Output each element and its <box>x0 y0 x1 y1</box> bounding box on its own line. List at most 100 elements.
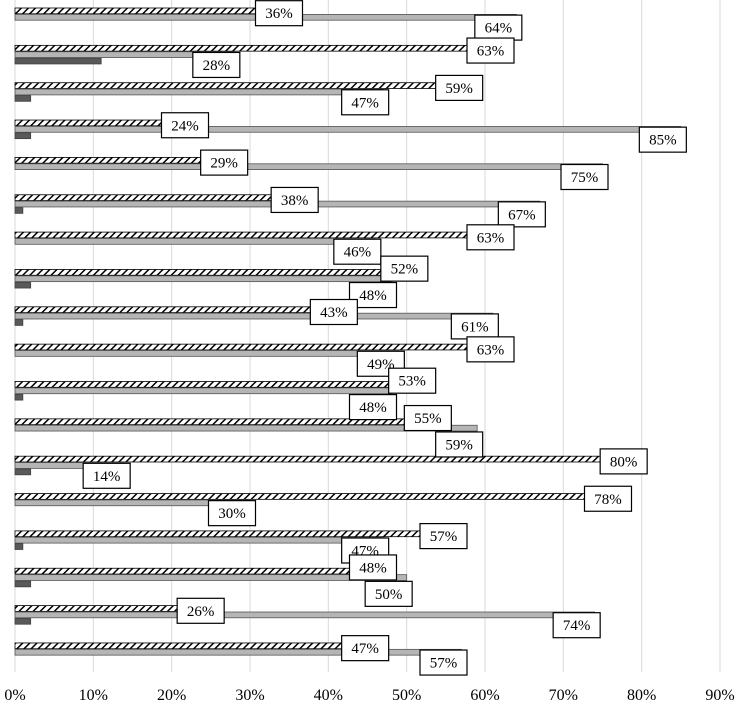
data-label-box <box>466 336 515 363</box>
data-label-text: 61% <box>461 319 489 335</box>
data-label-box <box>388 367 437 394</box>
data-label-text: 38% <box>281 193 309 209</box>
data-label-box <box>254 0 304 27</box>
bar-b <box>14 126 682 133</box>
data-label-text: 85% <box>649 133 677 149</box>
bar-c <box>14 580 32 588</box>
bar-a <box>14 306 353 313</box>
data-label: 28% <box>192 51 241 79</box>
bar-b <box>14 238 376 245</box>
x-tick-label: 0% <box>4 687 25 704</box>
bar-c <box>14 319 24 326</box>
data-label-text: 29% <box>210 156 238 172</box>
bar-b <box>14 163 603 171</box>
x-tick-label: 50% <box>392 687 421 704</box>
data-label: 43% <box>309 298 358 326</box>
data-label-text: 67% <box>508 207 536 223</box>
data-label: 24% <box>160 112 210 139</box>
data-label: 63% <box>466 336 515 363</box>
bar-c <box>14 393 24 401</box>
data-label-text: 75% <box>571 170 599 186</box>
data-label: 55% <box>403 404 452 432</box>
data-label-box <box>466 224 515 251</box>
data-label: 85% <box>638 126 687 153</box>
bar-b <box>14 88 384 96</box>
x-tick-label: 30% <box>235 687 264 704</box>
bar-a <box>14 231 509 239</box>
x-tick-label: 10% <box>79 687 108 704</box>
data-label: 63% <box>466 37 515 64</box>
data-label-text: 50% <box>375 587 403 603</box>
bar-c <box>14 543 24 550</box>
data-label-text: 74% <box>563 618 591 634</box>
bar-b <box>14 387 392 395</box>
data-label: 30% <box>207 500 257 527</box>
data-label-text: 57% <box>430 656 458 672</box>
data-label: 74% <box>552 612 601 639</box>
data-label: 36% <box>254 0 304 27</box>
data-label-text: 26% <box>187 604 215 620</box>
data-label-text: 64% <box>485 21 513 37</box>
data-label-text: 53% <box>398 374 426 390</box>
data-label-text: 49% <box>367 357 395 373</box>
x-tick-label: 20% <box>157 687 186 704</box>
data-label-box <box>341 635 390 662</box>
data-label: 64% <box>474 14 523 41</box>
data-label-text: 24% <box>171 118 199 134</box>
bar-a <box>14 343 509 351</box>
data-label: 38% <box>270 186 319 214</box>
bar-a <box>14 44 509 52</box>
bar-b <box>14 536 384 544</box>
x-tick-label: 80% <box>627 687 656 704</box>
data-label: 47% <box>341 635 390 662</box>
data-label: 59% <box>435 74 484 102</box>
bar-a <box>14 82 478 89</box>
data-label-box <box>309 298 358 326</box>
data-label-box <box>270 186 319 214</box>
data-label-box <box>466 37 515 64</box>
bar-a <box>14 381 431 388</box>
data-label: 57% <box>419 522 468 550</box>
bar-c <box>14 281 32 289</box>
data-label-text: 47% <box>351 641 379 657</box>
data-labels: 36%64%63%28%59%47%24%85%29%75%38%67%63%4… <box>82 0 687 676</box>
data-label-box <box>403 404 452 432</box>
bar-a <box>14 7 298 15</box>
bar-c <box>14 468 32 476</box>
data-label-box <box>348 394 398 421</box>
data-label-box <box>599 448 648 475</box>
bar-a <box>14 530 462 538</box>
data-label-box <box>192 51 241 79</box>
gridlines <box>14 0 721 672</box>
data-label-text: 43% <box>320 305 348 321</box>
data-label-text: 30% <box>218 506 246 522</box>
data-label: 80% <box>599 448 648 475</box>
data-label-text: 55% <box>414 411 442 427</box>
bar-c <box>14 132 32 140</box>
data-label-text: 59% <box>445 81 473 97</box>
x-tick-label: 40% <box>314 687 343 704</box>
data-label: 78% <box>583 485 633 512</box>
data-label-box <box>82 462 131 489</box>
data-label-text: 63% <box>477 342 505 358</box>
data-label-text: 52% <box>391 262 419 278</box>
bar-a <box>14 269 423 276</box>
data-label-box <box>380 255 429 282</box>
data-label-box <box>450 313 499 340</box>
data-label: 50% <box>364 580 413 607</box>
data-label-box <box>497 201 546 228</box>
data-label: 53% <box>388 367 437 394</box>
data-label: 59% <box>435 431 484 458</box>
data-label-box <box>160 112 210 139</box>
data-label-text: 57% <box>430 529 458 545</box>
bar-b <box>14 350 400 357</box>
data-label: 46% <box>333 238 382 265</box>
data-label-box <box>333 238 382 265</box>
data-label-text: 80% <box>610 454 638 470</box>
data-label-box <box>560 163 609 191</box>
data-label-box <box>348 554 398 581</box>
data-label-text: 63% <box>477 230 505 246</box>
data-label: 14% <box>82 462 131 489</box>
bar-a <box>14 194 314 201</box>
bar-b <box>14 648 462 656</box>
